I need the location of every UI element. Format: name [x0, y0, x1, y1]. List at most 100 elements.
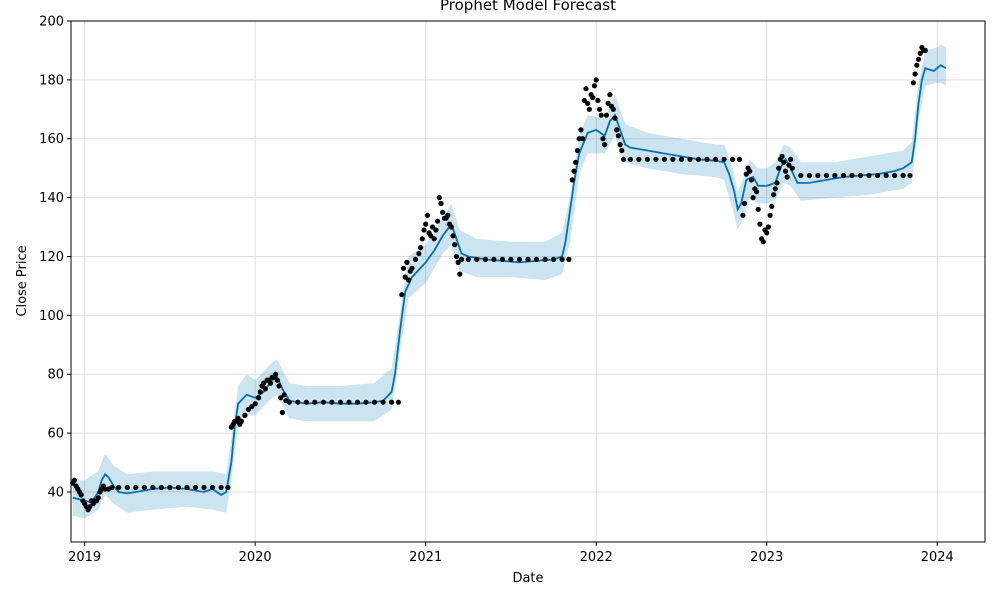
data-point	[184, 484, 190, 491]
data-point	[915, 56, 922, 62]
data-point	[636, 156, 642, 162]
data-point	[218, 484, 224, 491]
data-point	[910, 80, 917, 86]
data-point	[453, 253, 459, 260]
y-axis-label: Close Price	[15, 245, 30, 316]
x-tick-label: 2021	[409, 550, 442, 565]
data-point	[354, 399, 361, 405]
y-axis: 40 60 80 100 120 140 160 180 200	[39, 15, 71, 500]
data-point	[617, 142, 623, 148]
data-point	[455, 259, 461, 265]
data-point	[598, 112, 604, 118]
data-point	[400, 265, 407, 271]
data-point	[612, 115, 618, 121]
data-point	[788, 156, 794, 162]
data-point	[907, 172, 913, 179]
data-point	[779, 153, 785, 159]
y-tick-label: 140	[39, 191, 64, 206]
data-point	[574, 147, 581, 154]
data-point	[597, 106, 603, 112]
data-point	[276, 383, 282, 389]
data-point	[602, 142, 608, 148]
data-point	[150, 484, 156, 491]
data-point	[109, 484, 115, 491]
data-point	[875, 172, 881, 179]
data-point	[516, 256, 523, 262]
data-point	[465, 256, 471, 262]
data-point	[753, 189, 760, 195]
data-point	[892, 172, 898, 179]
data-point	[167, 484, 173, 491]
data-point	[267, 380, 274, 386]
actual-points	[70, 44, 928, 513]
data-point	[771, 192, 777, 198]
data-point	[559, 256, 565, 262]
data-point	[133, 484, 139, 491]
data-point	[627, 156, 633, 162]
data-point	[418, 245, 424, 251]
data-point	[721, 156, 727, 162]
y-tick-label: 40	[47, 485, 64, 500]
data-point	[772, 186, 778, 192]
data-point	[281, 392, 287, 398]
data-point	[329, 399, 335, 405]
data-point	[235, 415, 241, 421]
data-point	[695, 156, 702, 162]
data-point	[610, 106, 616, 112]
data-point	[798, 172, 804, 179]
data-point	[765, 224, 772, 230]
data-point	[750, 195, 756, 201]
data-point	[581, 97, 587, 104]
data-point	[653, 156, 659, 162]
data-point	[286, 399, 292, 405]
data-point	[605, 100, 611, 106]
data-point	[764, 230, 770, 236]
data-point	[431, 236, 437, 242]
data-point	[583, 86, 589, 92]
data-point	[252, 401, 258, 407]
data-point	[603, 112, 610, 118]
data-point	[769, 203, 775, 209]
y-tick-label: 100	[39, 309, 64, 324]
data-point	[573, 159, 579, 165]
data-point	[644, 156, 651, 162]
data-point	[458, 256, 465, 262]
data-point	[614, 127, 620, 133]
data-point	[412, 256, 419, 262]
forecast-line	[72, 64, 947, 504]
data-point	[295, 399, 301, 405]
data-point	[591, 83, 598, 89]
data-point	[419, 236, 425, 242]
data-point	[580, 136, 586, 142]
data-point	[619, 147, 625, 154]
data-point	[900, 172, 906, 179]
data-point	[175, 484, 181, 491]
data-point	[849, 172, 855, 179]
data-point	[256, 395, 262, 401]
data-point	[533, 256, 540, 262]
data-point	[789, 165, 795, 171]
data-point	[279, 409, 285, 416]
data-point	[747, 168, 753, 174]
y-tick-label: 180	[39, 73, 64, 88]
data-point	[578, 127, 584, 133]
data-point	[141, 484, 147, 491]
data-point	[600, 136, 606, 142]
data-point	[320, 399, 326, 405]
data-point	[593, 77, 599, 83]
data-point	[371, 399, 378, 405]
data-point	[776, 165, 782, 171]
data-point	[687, 156, 693, 162]
data-point	[440, 209, 446, 215]
data-point	[278, 395, 284, 401]
data-point	[736, 156, 743, 162]
data-point	[124, 484, 130, 491]
data-point	[806, 172, 813, 179]
data-point	[192, 484, 199, 491]
data-point	[71, 477, 77, 483]
data-point	[832, 172, 838, 179]
y-tick-label: 60	[47, 427, 64, 442]
x-axis: 2019 2020 2021 2022 2023 2024	[68, 542, 954, 565]
x-tick-label: 2019	[68, 550, 101, 565]
